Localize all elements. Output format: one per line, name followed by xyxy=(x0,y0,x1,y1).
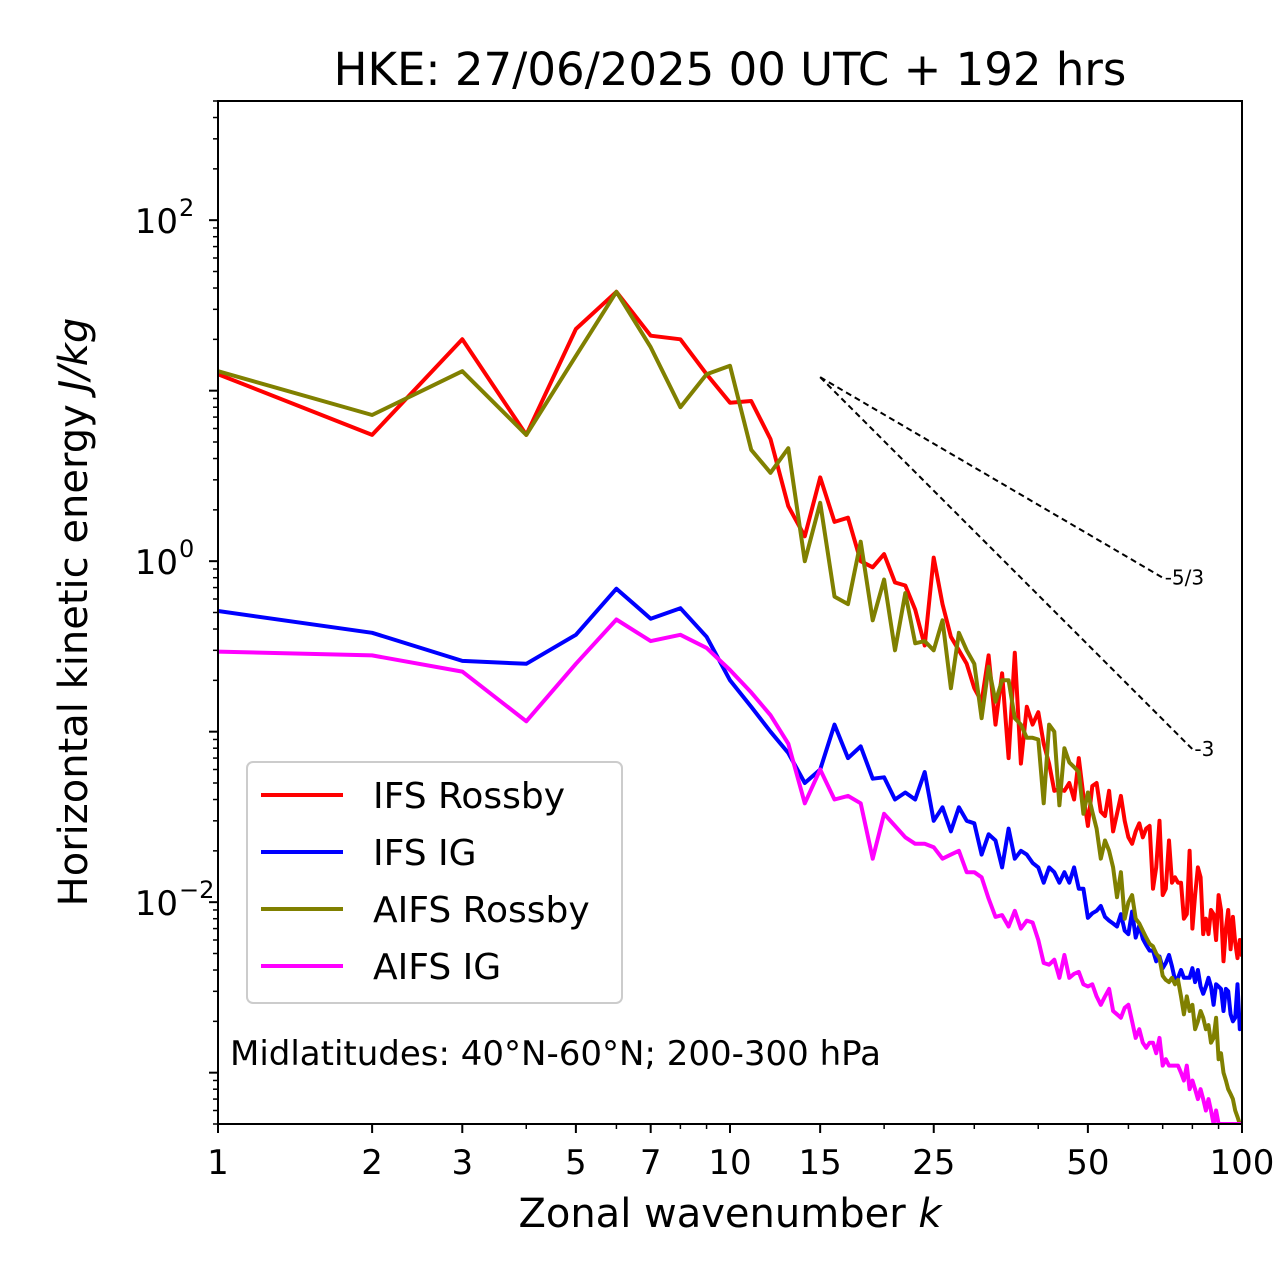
legend-label-ifs-ig: IFS IG xyxy=(373,833,477,874)
x-tick-label: 15 xyxy=(799,1143,842,1183)
y-tick-label: 10 xyxy=(135,884,178,924)
legend-label-ifs-rossby: IFS Rossby xyxy=(373,776,565,817)
reference-line-1 xyxy=(819,376,1164,579)
x-axis-ticks: 1 2 3 5 7 10 15 25 50 100 xyxy=(207,1124,1274,1183)
legend: IFS Rossby IFS IG AIFS Rossby AIFS IG xyxy=(246,761,623,1004)
reference-lines xyxy=(819,376,1194,750)
y-axis-label-text: Horizontal kinetic energy xyxy=(51,404,97,906)
legend-items: IFS Rossby IFS IG AIFS Rossby AIFS IG xyxy=(261,776,590,988)
reference-line-2 xyxy=(819,376,1194,750)
x-tick-label: 7 xyxy=(640,1143,662,1183)
series-line-aifs-ig xyxy=(218,617,1242,1124)
reference-line-label: -5/3 xyxy=(1165,566,1204,590)
y-tick-label: 10 xyxy=(135,202,178,242)
series-lines xyxy=(218,289,1242,1124)
y-tick-label-exponent: 0 xyxy=(179,535,194,563)
legend-label-aifs-rossby: AIFS Rossby xyxy=(373,890,590,931)
y-axis-label: Horizontal kinetic energy J/kg xyxy=(51,318,97,907)
series-line-aifs-rossby xyxy=(218,289,1242,1124)
y-tick-label: 10 xyxy=(135,543,178,583)
legend-box xyxy=(246,761,623,1004)
legend-label-aifs-ig: AIFS IG xyxy=(373,947,501,988)
region-annotation: Midlatitudes: 40°N-60°N; 200-300 hPa xyxy=(230,1034,881,1074)
x-tick-label: 2 xyxy=(361,1143,383,1183)
series-line-ifs-ig xyxy=(218,586,1242,1032)
x-axis-label-text: Zonal wavenumber xyxy=(518,1191,906,1237)
x-axis-label-symbol: k xyxy=(918,1191,943,1237)
x-tick-label: 1 xyxy=(207,1143,229,1183)
y-tick-label-exponent: −2 xyxy=(179,876,214,904)
x-tick-label: 100 xyxy=(1210,1143,1275,1183)
x-tick-label: 25 xyxy=(912,1143,955,1183)
x-tick-label: 3 xyxy=(451,1143,473,1183)
chart-title: HKE: 27/06/2025 00 UTC + 192 hrs xyxy=(334,43,1127,96)
reference-line-label: -3 xyxy=(1194,737,1214,761)
x-tick-label: 50 xyxy=(1066,1143,1109,1183)
y-tick-label-exponent: 2 xyxy=(179,194,194,222)
y-axis-label-unit: J/kg xyxy=(51,318,97,399)
x-tick-label: 5 xyxy=(565,1143,587,1183)
x-tick-label: 10 xyxy=(708,1143,751,1183)
x-axis-label: Zonal wavenumber k xyxy=(518,1191,943,1237)
